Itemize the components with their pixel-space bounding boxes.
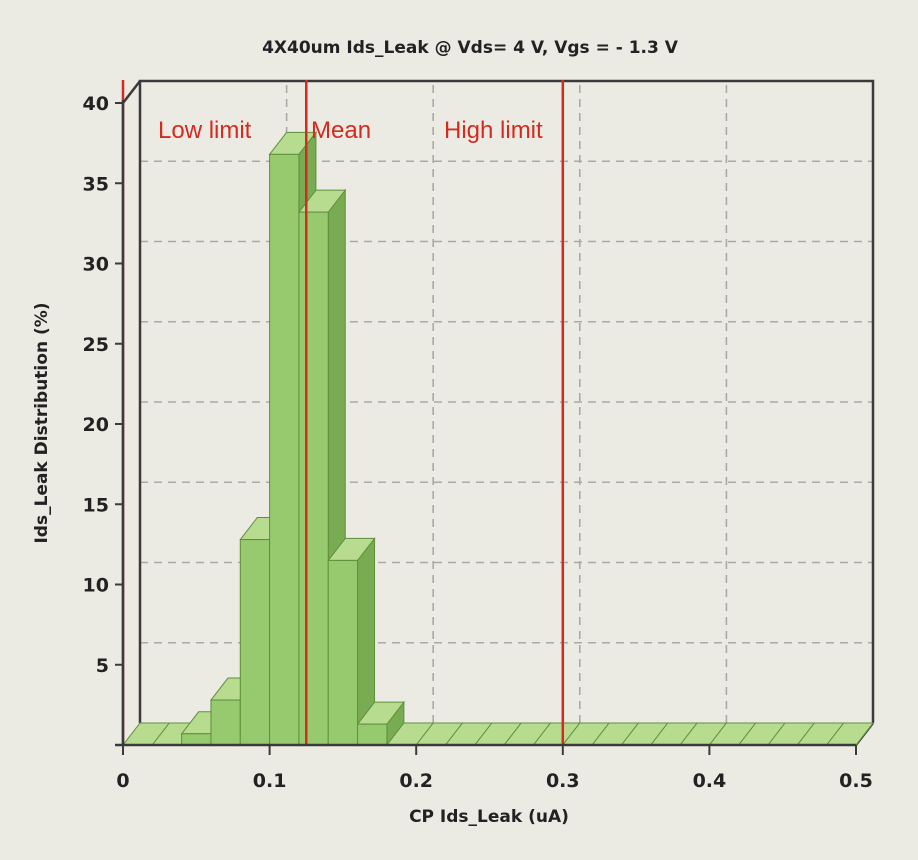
- x-tick-label: 0.4: [693, 770, 727, 792]
- chart-title: 4X40um Ids_Leak @ Vds= 4 V, Vgs = - 1.3 …: [262, 38, 679, 58]
- bar-front: [239, 539, 271, 746]
- x-tick-label: 0: [116, 770, 129, 792]
- y-tick-label: 5: [96, 655, 109, 677]
- bar-front: [210, 699, 241, 746]
- back-wall-border: [138, 79, 875, 723]
- plot-frame: [122, 79, 875, 746]
- x-tick-label: 0.3: [546, 770, 580, 792]
- x-tick-label: 0.1: [253, 770, 287, 792]
- reference-label-1: Low limit: [158, 117, 252, 144]
- histogram-bars: [121, 130, 875, 747]
- y-tick-label: 15: [83, 494, 109, 516]
- bar-front: [269, 153, 300, 746]
- bar-front: [327, 559, 359, 746]
- y-tick-label: 40: [83, 93, 109, 115]
- bar-front: [298, 211, 329, 746]
- reference-label-2: Mean: [311, 117, 371, 144]
- bar-0.16: [356, 700, 405, 747]
- reference-label-3: High limit: [444, 117, 543, 144]
- y-tick-label: 20: [83, 414, 109, 436]
- x-tick-label: 0.2: [399, 770, 433, 792]
- x-axis-title: CP Ids_Leak (uA): [409, 807, 569, 827]
- y-axis-title: Ids_Leak Distribution (%): [32, 302, 52, 543]
- left-depth-edge: [122, 80, 141, 104]
- axes: 5 10 15 20 25 30 35 40 0 0.1 0.2 0.3 0.4 0.5: [83, 93, 873, 792]
- bar-0.14: [327, 536, 376, 747]
- reference-lines: Low limit Mean High limit: [121, 80, 565, 745]
- y-tick-label: 30: [83, 254, 109, 276]
- y-tick-label: 35: [83, 173, 109, 195]
- x-tick-label: 0.5: [839, 770, 873, 792]
- y-tick-label: 25: [83, 334, 109, 356]
- y-tick-label: 10: [83, 575, 109, 597]
- bar-front: [181, 733, 212, 746]
- bar-front: [357, 723, 388, 746]
